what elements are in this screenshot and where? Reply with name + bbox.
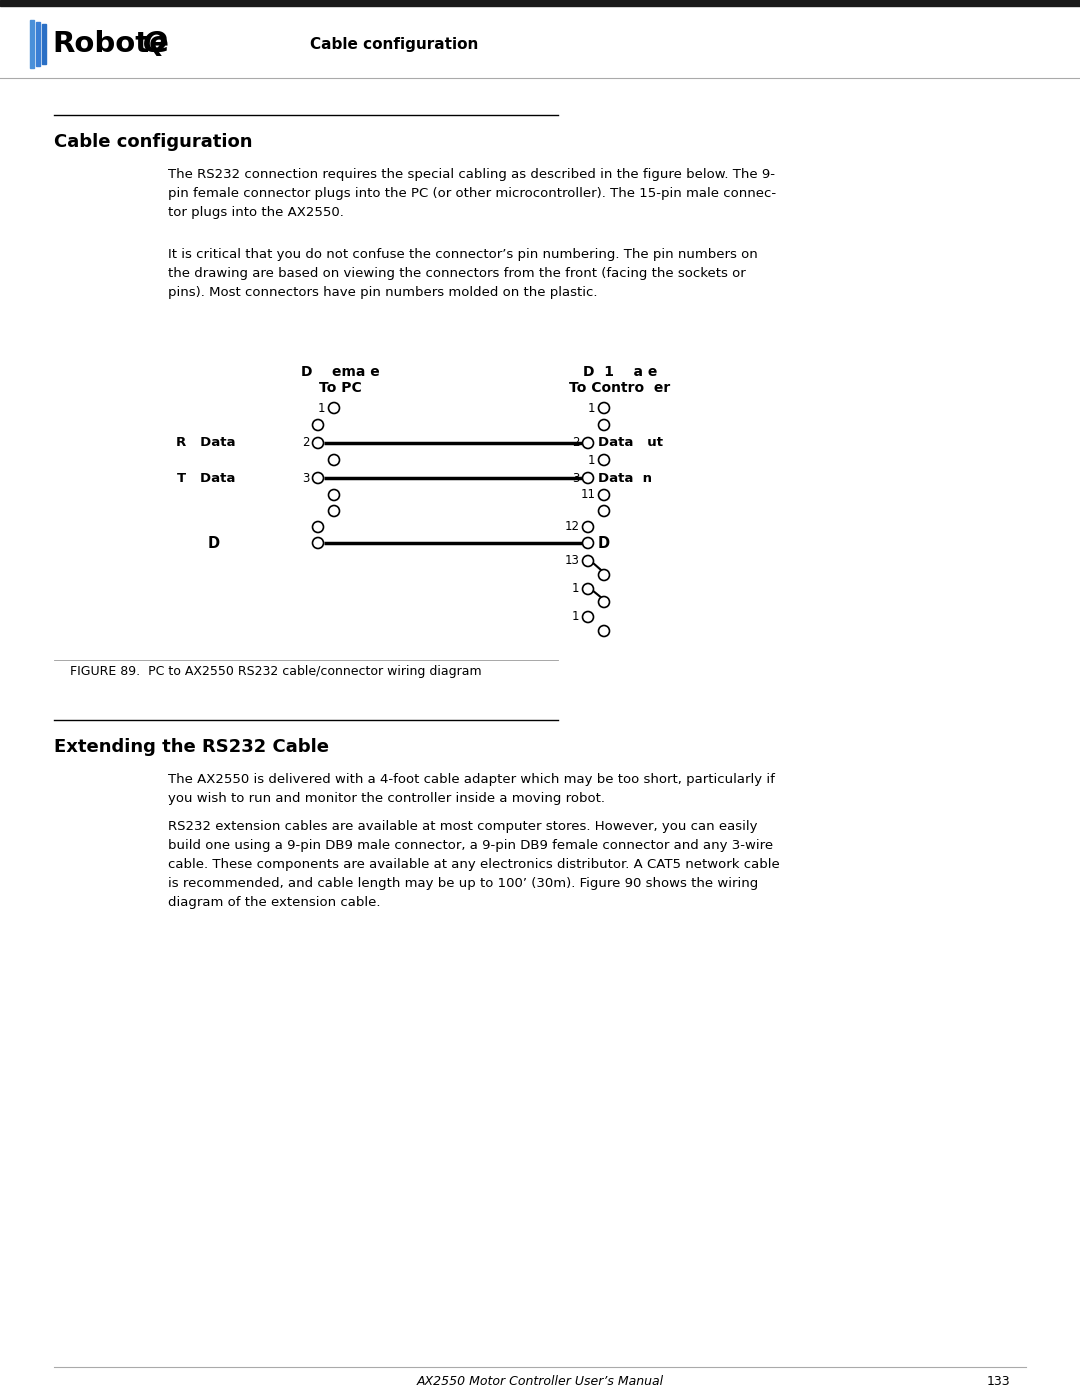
Text: Cable configuration: Cable configuration	[310, 36, 478, 52]
Circle shape	[312, 419, 324, 430]
Circle shape	[312, 472, 324, 483]
Text: The RS232 connection requires the special cabling as described in the figure bel: The RS232 connection requires the specia…	[168, 168, 777, 219]
Circle shape	[328, 489, 339, 500]
Text: 133: 133	[986, 1375, 1010, 1389]
Bar	[36, 22, 40, 66]
Circle shape	[598, 506, 609, 517]
Circle shape	[312, 437, 324, 448]
Text: To Contro  er: To Contro er	[569, 381, 671, 395]
Circle shape	[598, 402, 609, 414]
Circle shape	[582, 584, 594, 595]
Circle shape	[582, 556, 594, 567]
Circle shape	[598, 597, 609, 608]
Text: RS232 extension cables are available at most computer stores. However, you can e: RS232 extension cables are available at …	[168, 820, 780, 909]
Text: 1: 1	[588, 401, 595, 415]
Circle shape	[598, 454, 609, 465]
Text: Extending the RS232 Cable: Extending the RS232 Cable	[54, 738, 329, 756]
Text: 3: 3	[302, 472, 310, 485]
Text: It is critical that you do not confuse the connector’s pin numbering. The pin nu: It is critical that you do not confuse t…	[168, 249, 758, 299]
Circle shape	[582, 521, 594, 532]
Bar	[30, 20, 33, 68]
Text: T   Data: T Data	[177, 472, 235, 485]
Text: FIGURE 89.  PC to AX2550 RS232 cable/connector wiring diagram: FIGURE 89. PC to AX2550 RS232 cable/conn…	[70, 665, 482, 678]
Circle shape	[582, 612, 594, 623]
Text: Data  n: Data n	[597, 472, 651, 485]
Text: 1: 1	[318, 401, 325, 415]
Circle shape	[598, 489, 609, 500]
Text: Q: Q	[143, 29, 167, 59]
Text: D  1    a e: D 1 a e	[583, 365, 658, 379]
Text: AX2550 Motor Controller User’s Manual: AX2550 Motor Controller User’s Manual	[417, 1375, 663, 1389]
Text: 1: 1	[572, 583, 580, 595]
Text: To PC: To PC	[319, 381, 362, 395]
Bar	[42, 24, 46, 64]
Circle shape	[582, 437, 594, 448]
Circle shape	[582, 472, 594, 483]
Circle shape	[328, 402, 339, 414]
Text: D: D	[597, 535, 609, 550]
Circle shape	[328, 506, 339, 517]
Text: Cable configuration: Cable configuration	[54, 133, 253, 151]
Text: Robote: Robote	[52, 29, 168, 59]
Text: The AX2550 is delivered with a 4-foot cable adapter which may be too short, part: The AX2550 is delivered with a 4-foot ca…	[168, 773, 774, 805]
Text: Data   ut: Data ut	[597, 436, 662, 450]
Text: 2: 2	[572, 436, 580, 450]
Text: D    ema e: D ema e	[300, 365, 379, 379]
Text: 11: 11	[581, 489, 595, 502]
Text: 1: 1	[572, 610, 580, 623]
Text: 2: 2	[302, 436, 310, 450]
Circle shape	[582, 538, 594, 549]
Circle shape	[598, 626, 609, 637]
Text: 12: 12	[565, 521, 580, 534]
Text: R   Data: R Data	[175, 436, 235, 450]
Text: 13: 13	[565, 555, 580, 567]
Circle shape	[598, 570, 609, 581]
Circle shape	[598, 419, 609, 430]
Text: D: D	[207, 535, 220, 550]
Circle shape	[328, 454, 339, 465]
Text: 1: 1	[588, 454, 595, 467]
Bar	[0, 0, 1080, 6]
Circle shape	[312, 538, 324, 549]
Circle shape	[312, 521, 324, 532]
Text: 3: 3	[572, 472, 580, 485]
